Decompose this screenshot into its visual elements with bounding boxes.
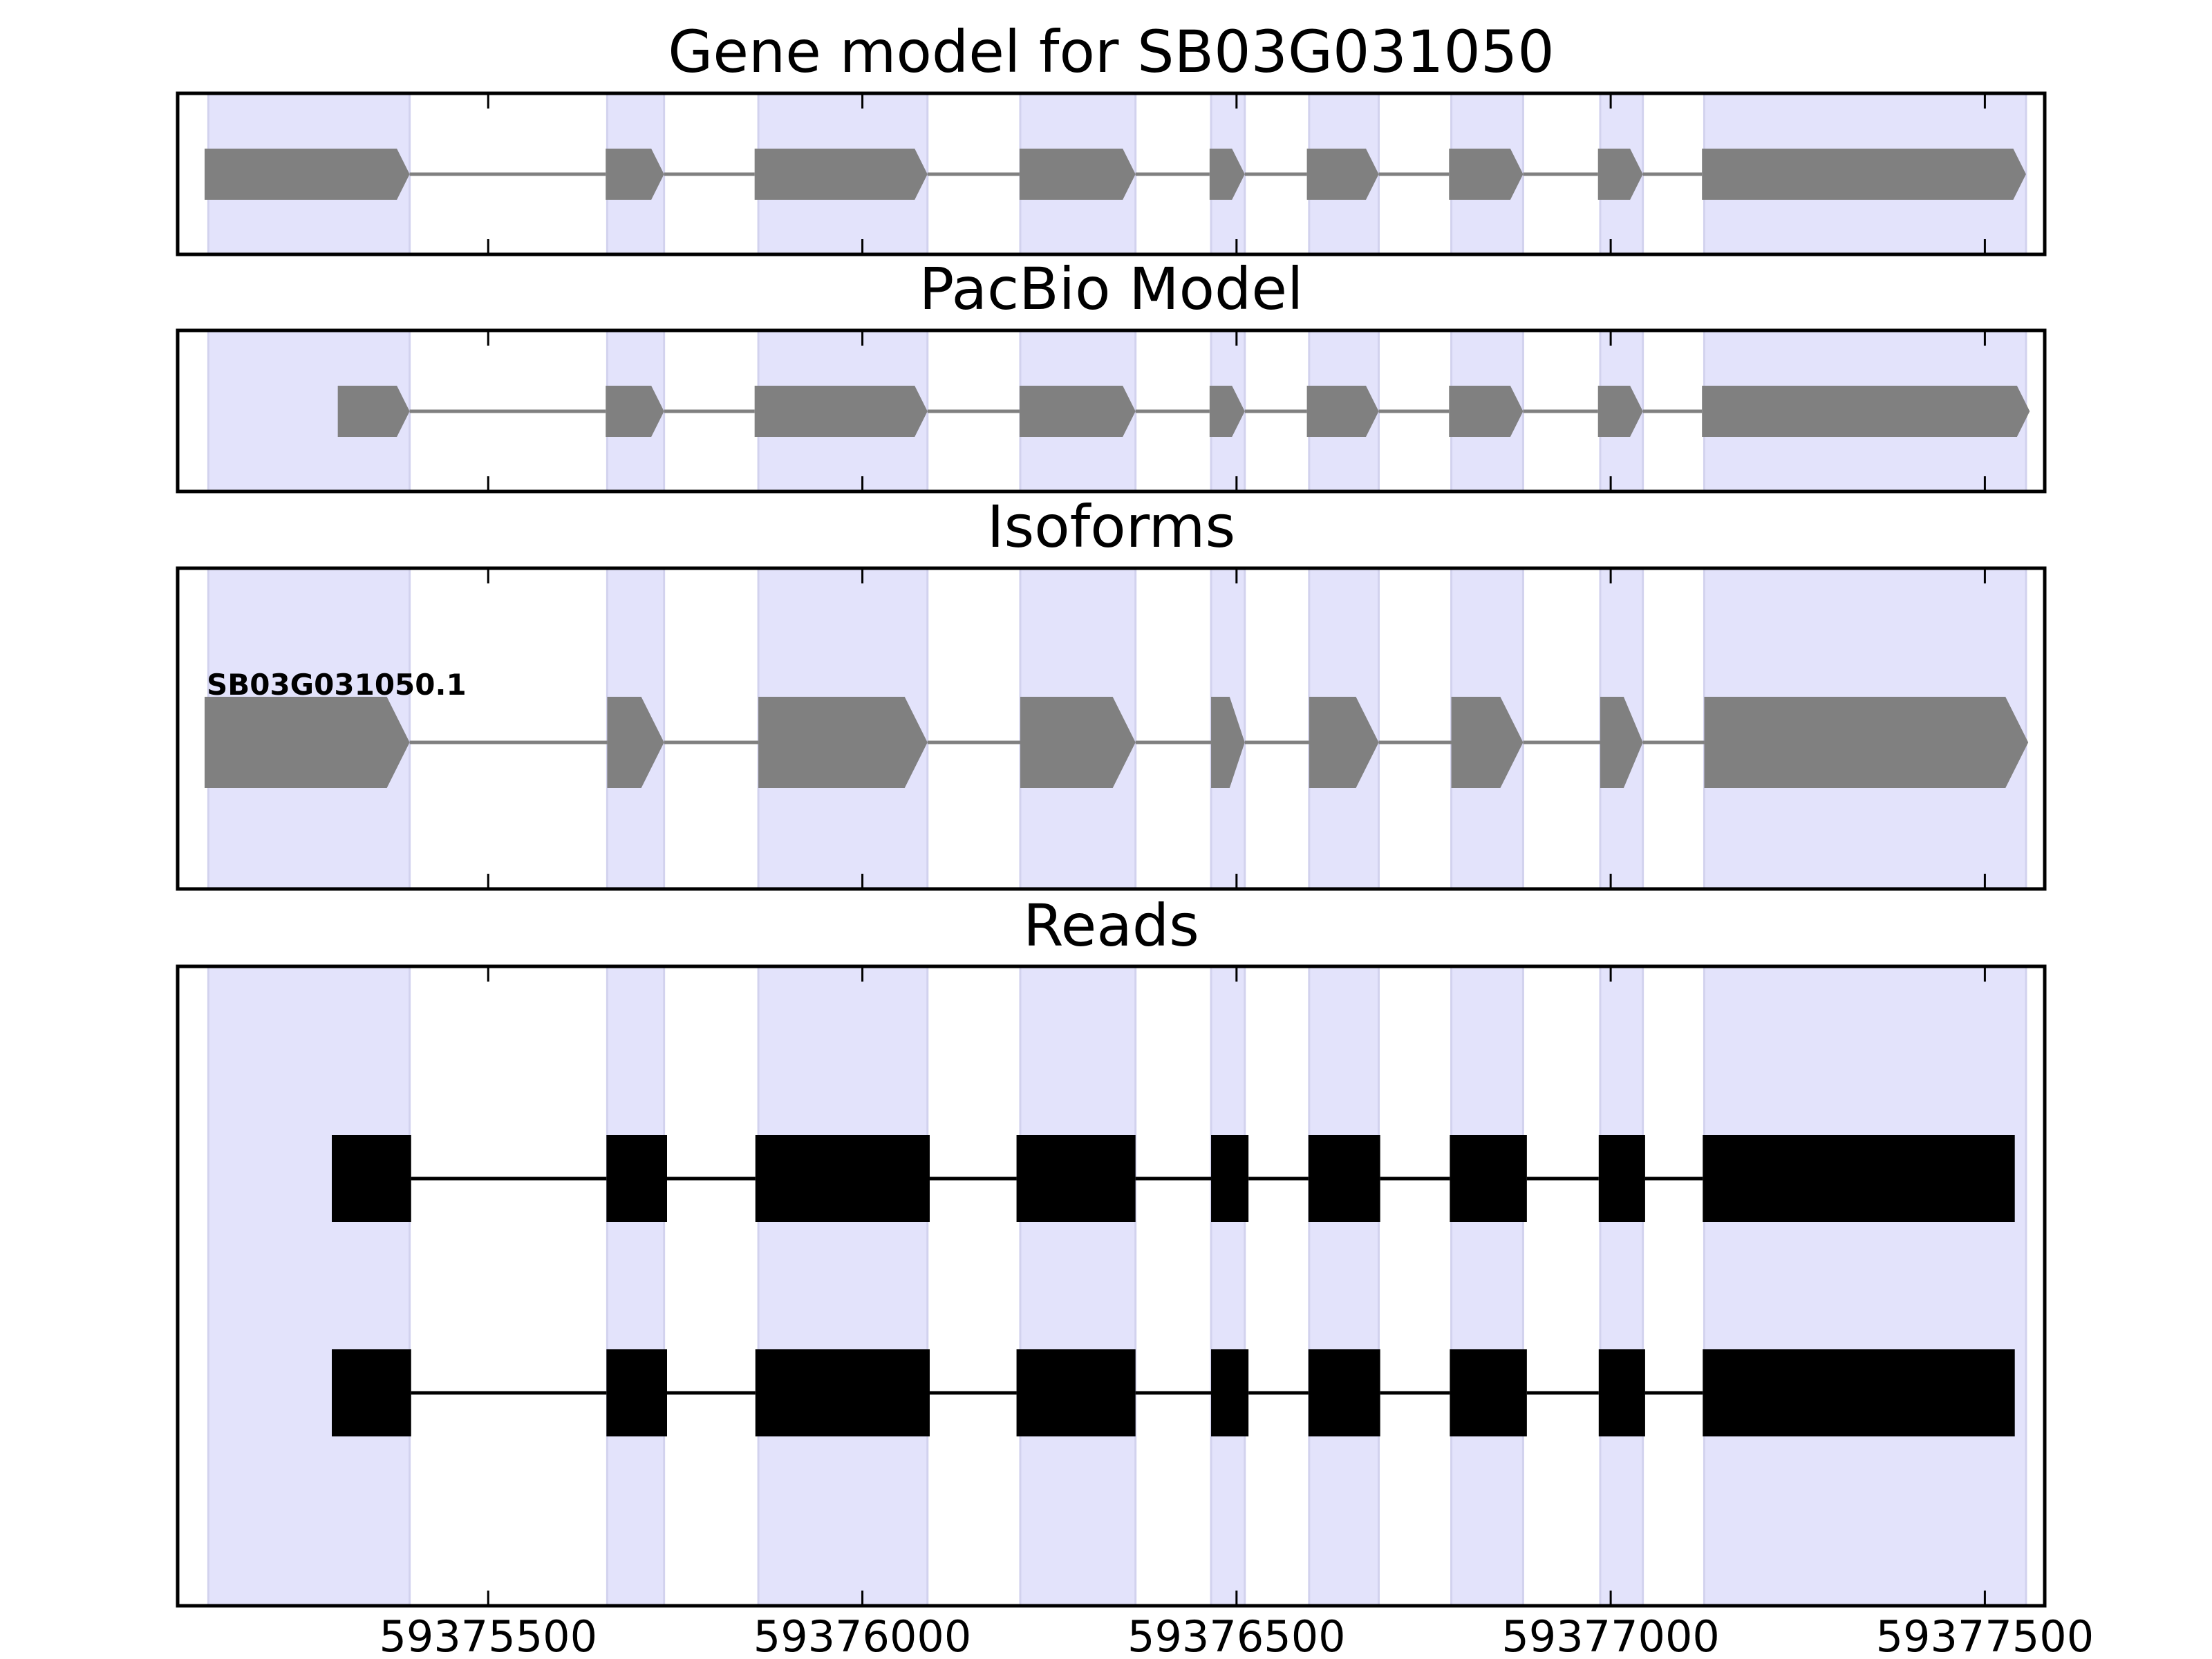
panel-title: Reads [1023,892,1199,959]
x-tick-label: 59376000 [753,1611,972,1659]
exon-arrow [1209,386,1245,437]
axes-frame [176,964,2047,1608]
exon-arrow [606,149,664,200]
exon-arrow [1600,697,1643,788]
read-exon-block [1598,1349,1645,1436]
read-exon-block [755,1349,930,1436]
exon-arrow [1597,386,1643,437]
exon-arrow [1704,697,2029,788]
read-exon-block [1211,1349,1249,1436]
exon-arrow [1449,149,1524,200]
read-exon-block [1211,1135,1249,1222]
exon-arrow [1451,697,1524,788]
read-exon-block [606,1135,667,1222]
read-track [332,1349,2015,1436]
exon-arrow [1306,386,1379,437]
read-exon-block [1450,1349,1527,1436]
exon-arrow [1449,386,1524,437]
panel-title: Gene model for SB03G031050 [668,18,1554,86]
exon-highlight-band [1703,965,2027,1607]
panel-2: PacBio Model [176,255,2047,494]
read-exon-block [332,1135,411,1222]
read-exon-block [1450,1135,1527,1222]
model-track [337,386,2030,437]
exon-arrow [1597,149,1643,200]
exon-highlight-band [1019,965,1137,1607]
model-track: SB03G031050.1 [204,668,2029,788]
exon-arrow [1019,386,1136,437]
exon-arrow [1306,149,1379,200]
read-exon-block [1308,1349,1380,1436]
axes-frame [176,566,2047,891]
exon-highlight-band [207,965,411,1607]
panel-3: Isoforms SB03G031050.1 [176,493,2047,891]
read-exon-block [1016,1349,1136,1436]
exon-arrow [204,149,410,200]
exon-highlight-band [606,965,666,1607]
read-exon-block [1016,1135,1136,1222]
exon-arrow [1702,386,2030,437]
panel-title: PacBio Model [919,255,1304,323]
read-exon-block [755,1135,930,1222]
exon-arrow [758,697,928,788]
axes-frame [176,328,2047,494]
axes-frame [176,91,2047,256]
exon-arrow [1702,149,2026,200]
exon-arrow [607,697,664,788]
read-exon-block [1703,1349,2015,1436]
exon-arrow [1020,697,1136,788]
read-exon-block [1308,1135,1380,1222]
x-tick-label: 59375500 [379,1611,597,1659]
exon-highlight-band [1210,965,1246,1607]
x-tick-label: 59376500 [1127,1611,1346,1659]
panel-1: Gene model for SB03G031050 [176,18,2047,256]
exon-arrow [754,149,928,200]
exon-highlight-band [757,965,929,1607]
panel-4: Reads [176,892,2047,1608]
exon-highlight-band [1599,965,1644,1607]
exon-arrow [1209,149,1245,200]
exon-arrow [606,386,664,437]
exon-highlight-band [1308,965,1380,1607]
x-tick-label: 59377500 [1876,1611,2094,1659]
read-exon-block [1703,1135,2015,1222]
exon-arrow [1211,697,1245,788]
exon-arrow [754,386,928,437]
read-exon-block [1598,1135,1645,1222]
read-exon-block [332,1349,411,1436]
exon-arrow [1019,149,1136,200]
model-track [204,149,2026,200]
read-track [332,1135,2015,1222]
panel-title: Isoforms [987,493,1236,561]
x-tick-label: 59377000 [1501,1611,1720,1659]
exon-arrow [337,386,410,437]
exon-highlight-band [1450,965,1524,1607]
read-exon-block [606,1349,667,1436]
exon-arrow [204,697,410,788]
exon-arrow [1309,697,1379,788]
isoform-label: SB03G031050.1 [207,668,467,702]
